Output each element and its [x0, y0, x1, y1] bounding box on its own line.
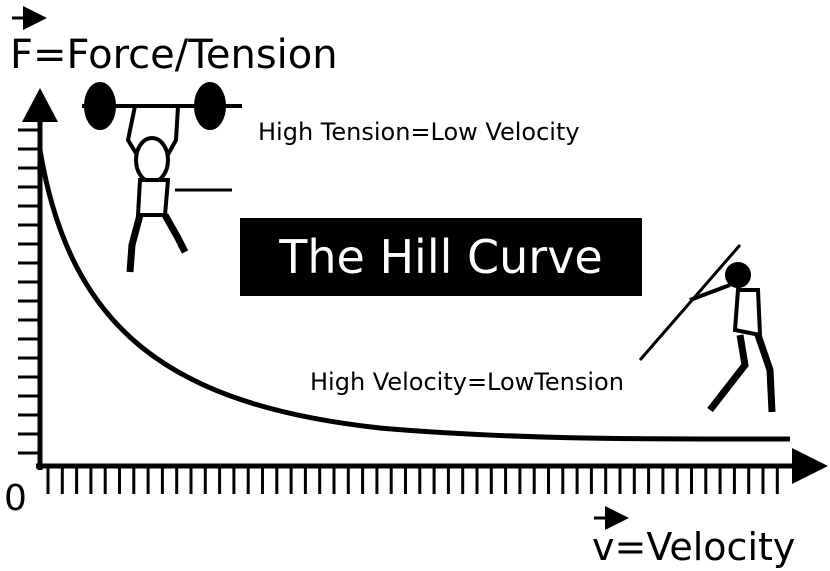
annotation: High Tension=Low Velocity	[258, 118, 580, 146]
title: The Hill Curve	[278, 230, 602, 284]
y-ticks	[18, 130, 40, 453]
y-arrowhead	[22, 88, 58, 122]
hill-curve-diagram: The Hill Curve F=Force/Tension v=Velocit…	[0, 0, 830, 571]
javelin-figure	[640, 245, 772, 412]
x-ticks	[48, 466, 777, 494]
x-axis-label: v=Velocity	[592, 525, 795, 569]
y-axis-label: F=Force/Tension	[10, 32, 338, 78]
origin-label: 0	[4, 478, 27, 519]
annotation: High Velocity=LowTension	[310, 368, 624, 396]
weightlifter-figure	[82, 84, 242, 272]
x-arrowhead	[792, 448, 828, 484]
